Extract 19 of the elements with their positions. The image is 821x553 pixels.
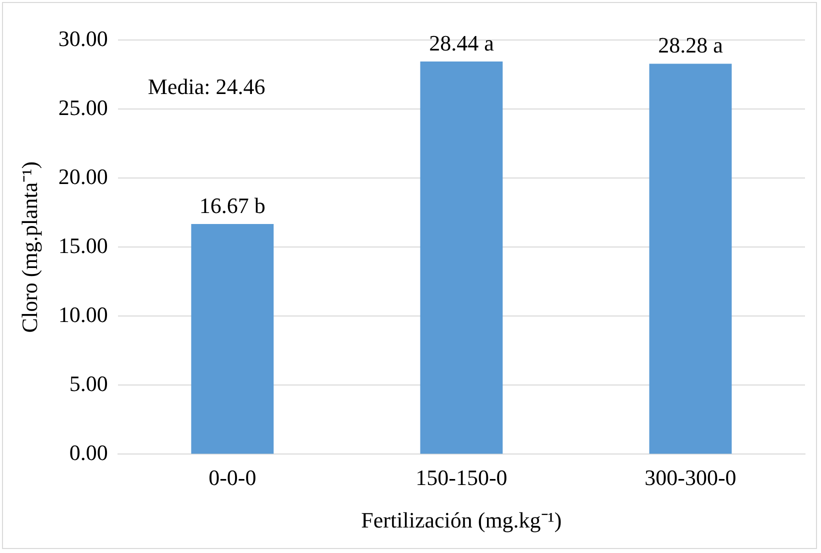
x-axis-title: Fertilización (mg.kg⁻¹): [361, 508, 562, 533]
annotation: Media: 24.46: [148, 74, 266, 99]
data-label: 16.67 b: [199, 192, 266, 218]
y-axis-title: Cloro (mg.planta⁻¹): [16, 161, 42, 333]
y-tick-label: 25.00: [58, 94, 108, 120]
y-tick-label: 20.00: [58, 164, 108, 189]
y-tick-label: 15.00: [58, 232, 108, 258]
x-tick-label: 150-150-0: [416, 465, 508, 490]
bar: [420, 62, 503, 454]
y-tick-label: 30.00: [58, 26, 108, 51]
x-tick-label: 0-0-0: [208, 465, 256, 490]
data-label: 28.44 a: [429, 30, 494, 56]
bar: [191, 224, 274, 454]
y-tick-label: 0.00: [69, 440, 108, 465]
data-label: 28.28 a: [658, 32, 724, 58]
x-tick-label: 300-300-0: [644, 465, 736, 490]
bar: [649, 64, 732, 454]
y-tick-label: 10.00: [58, 302, 108, 327]
y-tick-label: 5.00: [69, 370, 108, 396]
